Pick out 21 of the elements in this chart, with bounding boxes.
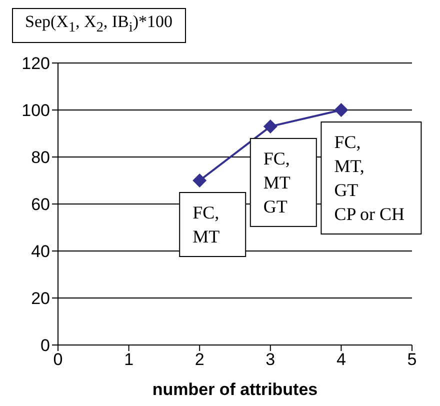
x-tick-label: 2 (194, 350, 204, 370)
x-tick-label: 3 (266, 350, 276, 370)
point (263, 119, 278, 134)
x-tick-label: 0 (53, 350, 63, 370)
point (334, 103, 348, 117)
x-tick-label: 5 (407, 350, 417, 370)
y-tick-label: 100 (22, 101, 50, 120)
x-tick-label: 1 (124, 350, 134, 370)
x-axis-title: number of attributes (152, 380, 318, 399)
y-axis-title: Sep(X$_{1}$, X$_{2}$, IB$_{i}$)*100 (12, 8, 186, 44)
annotation: FC, MT, GT CP or CH (334, 132, 405, 224)
annotation: FC, MT GT (263, 148, 290, 216)
y-tick-label: 40 (31, 242, 50, 262)
y-tick-label: 80 (31, 148, 50, 168)
y-tick-label: 60 (31, 195, 50, 214)
annotation: FC, MT (192, 202, 220, 246)
y-tick-label: 20 (31, 289, 50, 308)
y-tick-label: 0 (40, 336, 50, 356)
point (192, 174, 207, 188)
y-tick-label: 120 (22, 54, 50, 74)
x-tick-label: 4 (336, 350, 346, 370)
